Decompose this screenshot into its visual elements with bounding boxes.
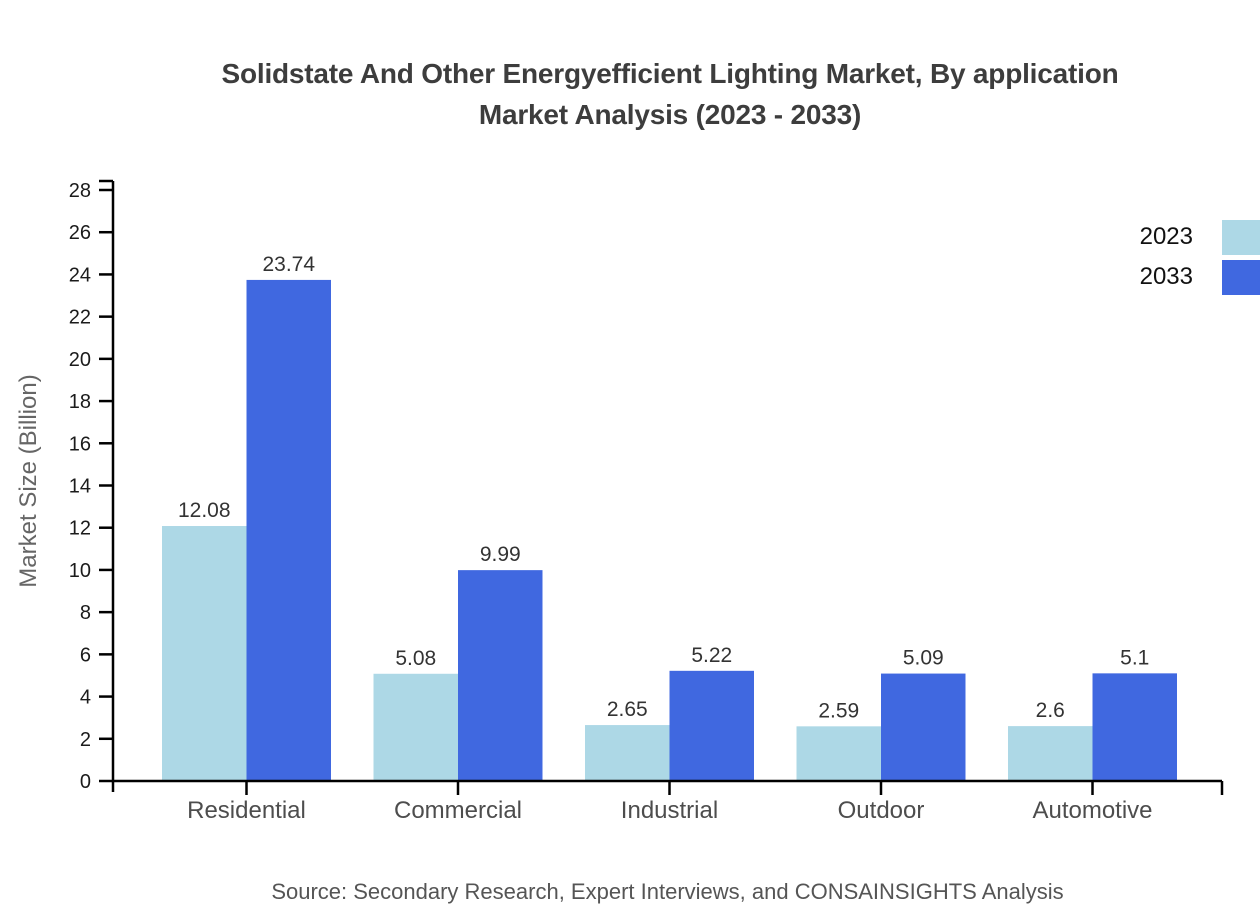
y-tick-label-12: 12 <box>69 518 91 540</box>
y-tick-label-20: 20 <box>69 349 91 371</box>
category-label-residential: Residential <box>187 797 306 824</box>
category-label-commercial: Commercial <box>394 797 522 824</box>
value-label-2033-automotive: 5.1 <box>1120 646 1149 669</box>
value-label-2023-industrial: 2.65 <box>607 698 648 721</box>
legend-item-2033: 2033 <box>960 259 1260 299</box>
value-label-2033-residential: 23.74 <box>262 253 315 276</box>
value-label-2023-residential: 12.08 <box>178 499 231 522</box>
bar-2023-automotive <box>1008 726 1093 781</box>
y-tick-label-8: 8 <box>80 602 91 624</box>
legend-item-2023: 2023 <box>960 219 1260 259</box>
y-tick-label-16: 16 <box>69 433 91 455</box>
legend-label-2023: 2023 <box>1139 223 1193 250</box>
bar-2023-residential <box>162 526 247 781</box>
y-tick-label-28: 28 <box>69 180 91 202</box>
category-label-automotive: Automotive <box>1032 797 1152 824</box>
value-label-2033-industrial: 5.22 <box>691 644 732 667</box>
y-axis-title: Market Size (Billion) <box>15 374 42 587</box>
category-label-industrial: Industrial <box>621 797 718 824</box>
bar-2033-industrial <box>669 670 754 781</box>
value-label-2023-commercial: 5.08 <box>395 647 436 670</box>
y-tick-label-0: 0 <box>80 771 91 793</box>
bar-2023-industrial <box>585 725 670 781</box>
y-tick-label-22: 22 <box>69 307 91 329</box>
chart-title: Solidstate And Other Energyefficient Lig… <box>80 53 1260 135</box>
source-attribution: Source: Secondary Research, Expert Inter… <box>271 879 1064 904</box>
y-tick-label-4: 4 <box>80 687 91 709</box>
bar-2033-outdoor <box>881 673 966 781</box>
chart-legend: 2023 2033 <box>960 219 1260 299</box>
value-label-2023-automotive: 2.6 <box>1036 699 1065 722</box>
chart-title-line1: Solidstate And Other Energyefficient Lig… <box>221 58 1119 89</box>
value-label-2033-commercial: 9.99 <box>480 543 521 566</box>
bar-2023-outdoor <box>796 726 881 781</box>
y-tick-label-6: 6 <box>80 644 91 666</box>
bar-2033-commercial <box>458 570 543 781</box>
legend-swatch-2033-icon <box>1222 260 1260 295</box>
y-tick-label-18: 18 <box>69 391 91 413</box>
y-tick-label-10: 10 <box>69 560 91 582</box>
y-tick-label-2: 2 <box>80 729 91 751</box>
value-label-2023-outdoor: 2.59 <box>818 699 859 722</box>
y-tick-label-26: 26 <box>69 222 91 244</box>
legend-swatch-2023-icon <box>1222 220 1260 255</box>
y-tick-label-14: 14 <box>69 476 91 498</box>
category-label-outdoor: Outdoor <box>838 797 925 824</box>
chart-title-line2: Market Analysis (2023 - 2033) <box>478 99 862 130</box>
bar-2033-automotive <box>1092 673 1177 781</box>
legend-label-2033: 2033 <box>1139 263 1193 290</box>
bar-2023-commercial <box>373 673 458 781</box>
y-tick-label-24: 24 <box>69 264 91 286</box>
value-label-2033-outdoor: 5.09 <box>903 647 944 670</box>
bar-2033-residential <box>246 279 331 781</box>
